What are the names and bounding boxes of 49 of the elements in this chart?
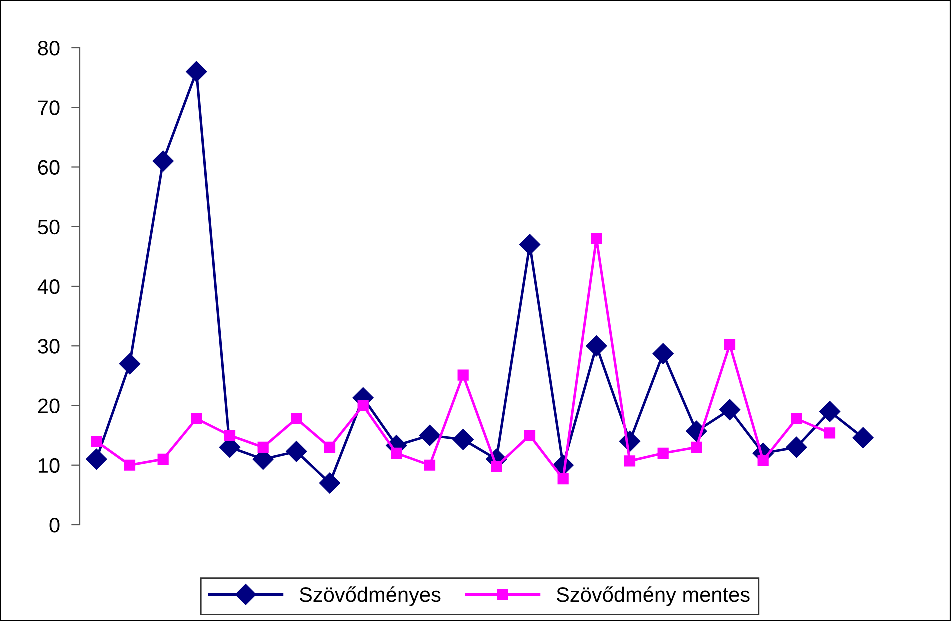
point: [358, 400, 369, 412]
point: [586, 336, 608, 357]
point: [91, 436, 102, 448]
point: [258, 442, 269, 454]
point: [824, 428, 836, 439]
point: [391, 448, 402, 460]
point: [152, 150, 174, 172]
point: [452, 429, 474, 450]
point: [791, 413, 802, 424]
point: [558, 474, 569, 485]
y-tick-label: 60: [38, 160, 60, 176]
y-tick-label: 0: [50, 518, 60, 533]
point: [519, 234, 541, 256]
point: [724, 339, 736, 350]
point: [319, 472, 341, 494]
point: [424, 460, 436, 471]
point: [491, 461, 502, 472]
point: [324, 442, 336, 454]
point: [86, 448, 108, 470]
point: [291, 413, 302, 424]
point: [624, 456, 636, 467]
point: [758, 455, 769, 466]
legend-label: Szövődmény mentes: [556, 586, 750, 606]
point: [591, 233, 602, 244]
y-tick-label: 50: [38, 220, 60, 235]
point: [852, 427, 874, 448]
point: [691, 442, 702, 454]
y-tick-label: 80: [38, 41, 60, 56]
point: [524, 430, 536, 442]
y-tick-label: 10: [38, 458, 60, 474]
point: [158, 454, 169, 465]
point: [719, 399, 741, 420]
point: [652, 343, 674, 364]
y-tick-label: 20: [38, 398, 60, 414]
point: [286, 441, 308, 462]
y-tick-label: 70: [38, 100, 60, 116]
point: [786, 436, 808, 458]
y-tick-label: 40: [38, 280, 60, 294]
point: [658, 448, 669, 460]
point: [419, 425, 441, 446]
point: [186, 61, 208, 82]
point: [124, 460, 136, 471]
point: [224, 430, 236, 442]
point: [458, 370, 469, 381]
point: [191, 413, 202, 424]
y-tick-label: 30: [38, 339, 60, 354]
legend-label: Szövődményes: [300, 586, 441, 606]
point: [119, 353, 141, 375]
point: [819, 401, 841, 422]
